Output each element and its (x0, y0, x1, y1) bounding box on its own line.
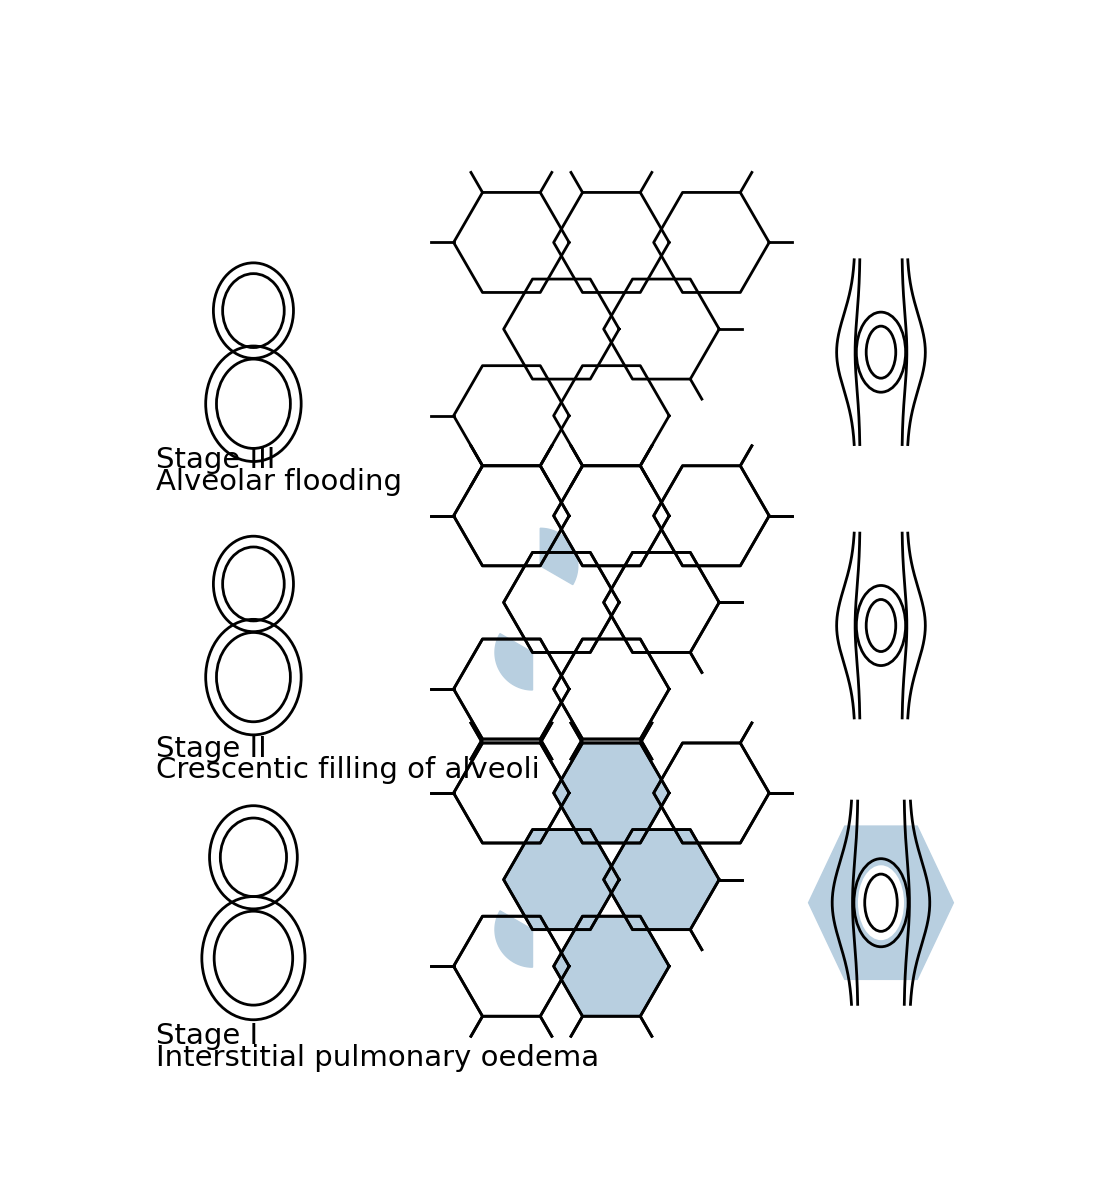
Polygon shape (495, 911, 533, 968)
Text: Interstitial pulmonary oedema: Interstitial pulmonary oedema (156, 1043, 598, 1072)
Polygon shape (540, 529, 578, 584)
Text: Crescentic filling of alveoli: Crescentic filling of alveoli (156, 756, 539, 784)
Polygon shape (554, 916, 669, 1016)
Text: Stage III: Stage III (156, 446, 275, 474)
Polygon shape (554, 743, 669, 843)
Text: Stage I: Stage I (156, 1022, 258, 1051)
Polygon shape (808, 826, 953, 980)
Ellipse shape (860, 592, 902, 660)
Ellipse shape (860, 318, 902, 386)
Text: Alveolar flooding: Alveolar flooding (156, 467, 401, 496)
Text: Stage II: Stage II (156, 735, 267, 763)
Polygon shape (604, 829, 719, 930)
Ellipse shape (858, 865, 904, 940)
Polygon shape (495, 634, 533, 690)
Polygon shape (504, 829, 619, 930)
